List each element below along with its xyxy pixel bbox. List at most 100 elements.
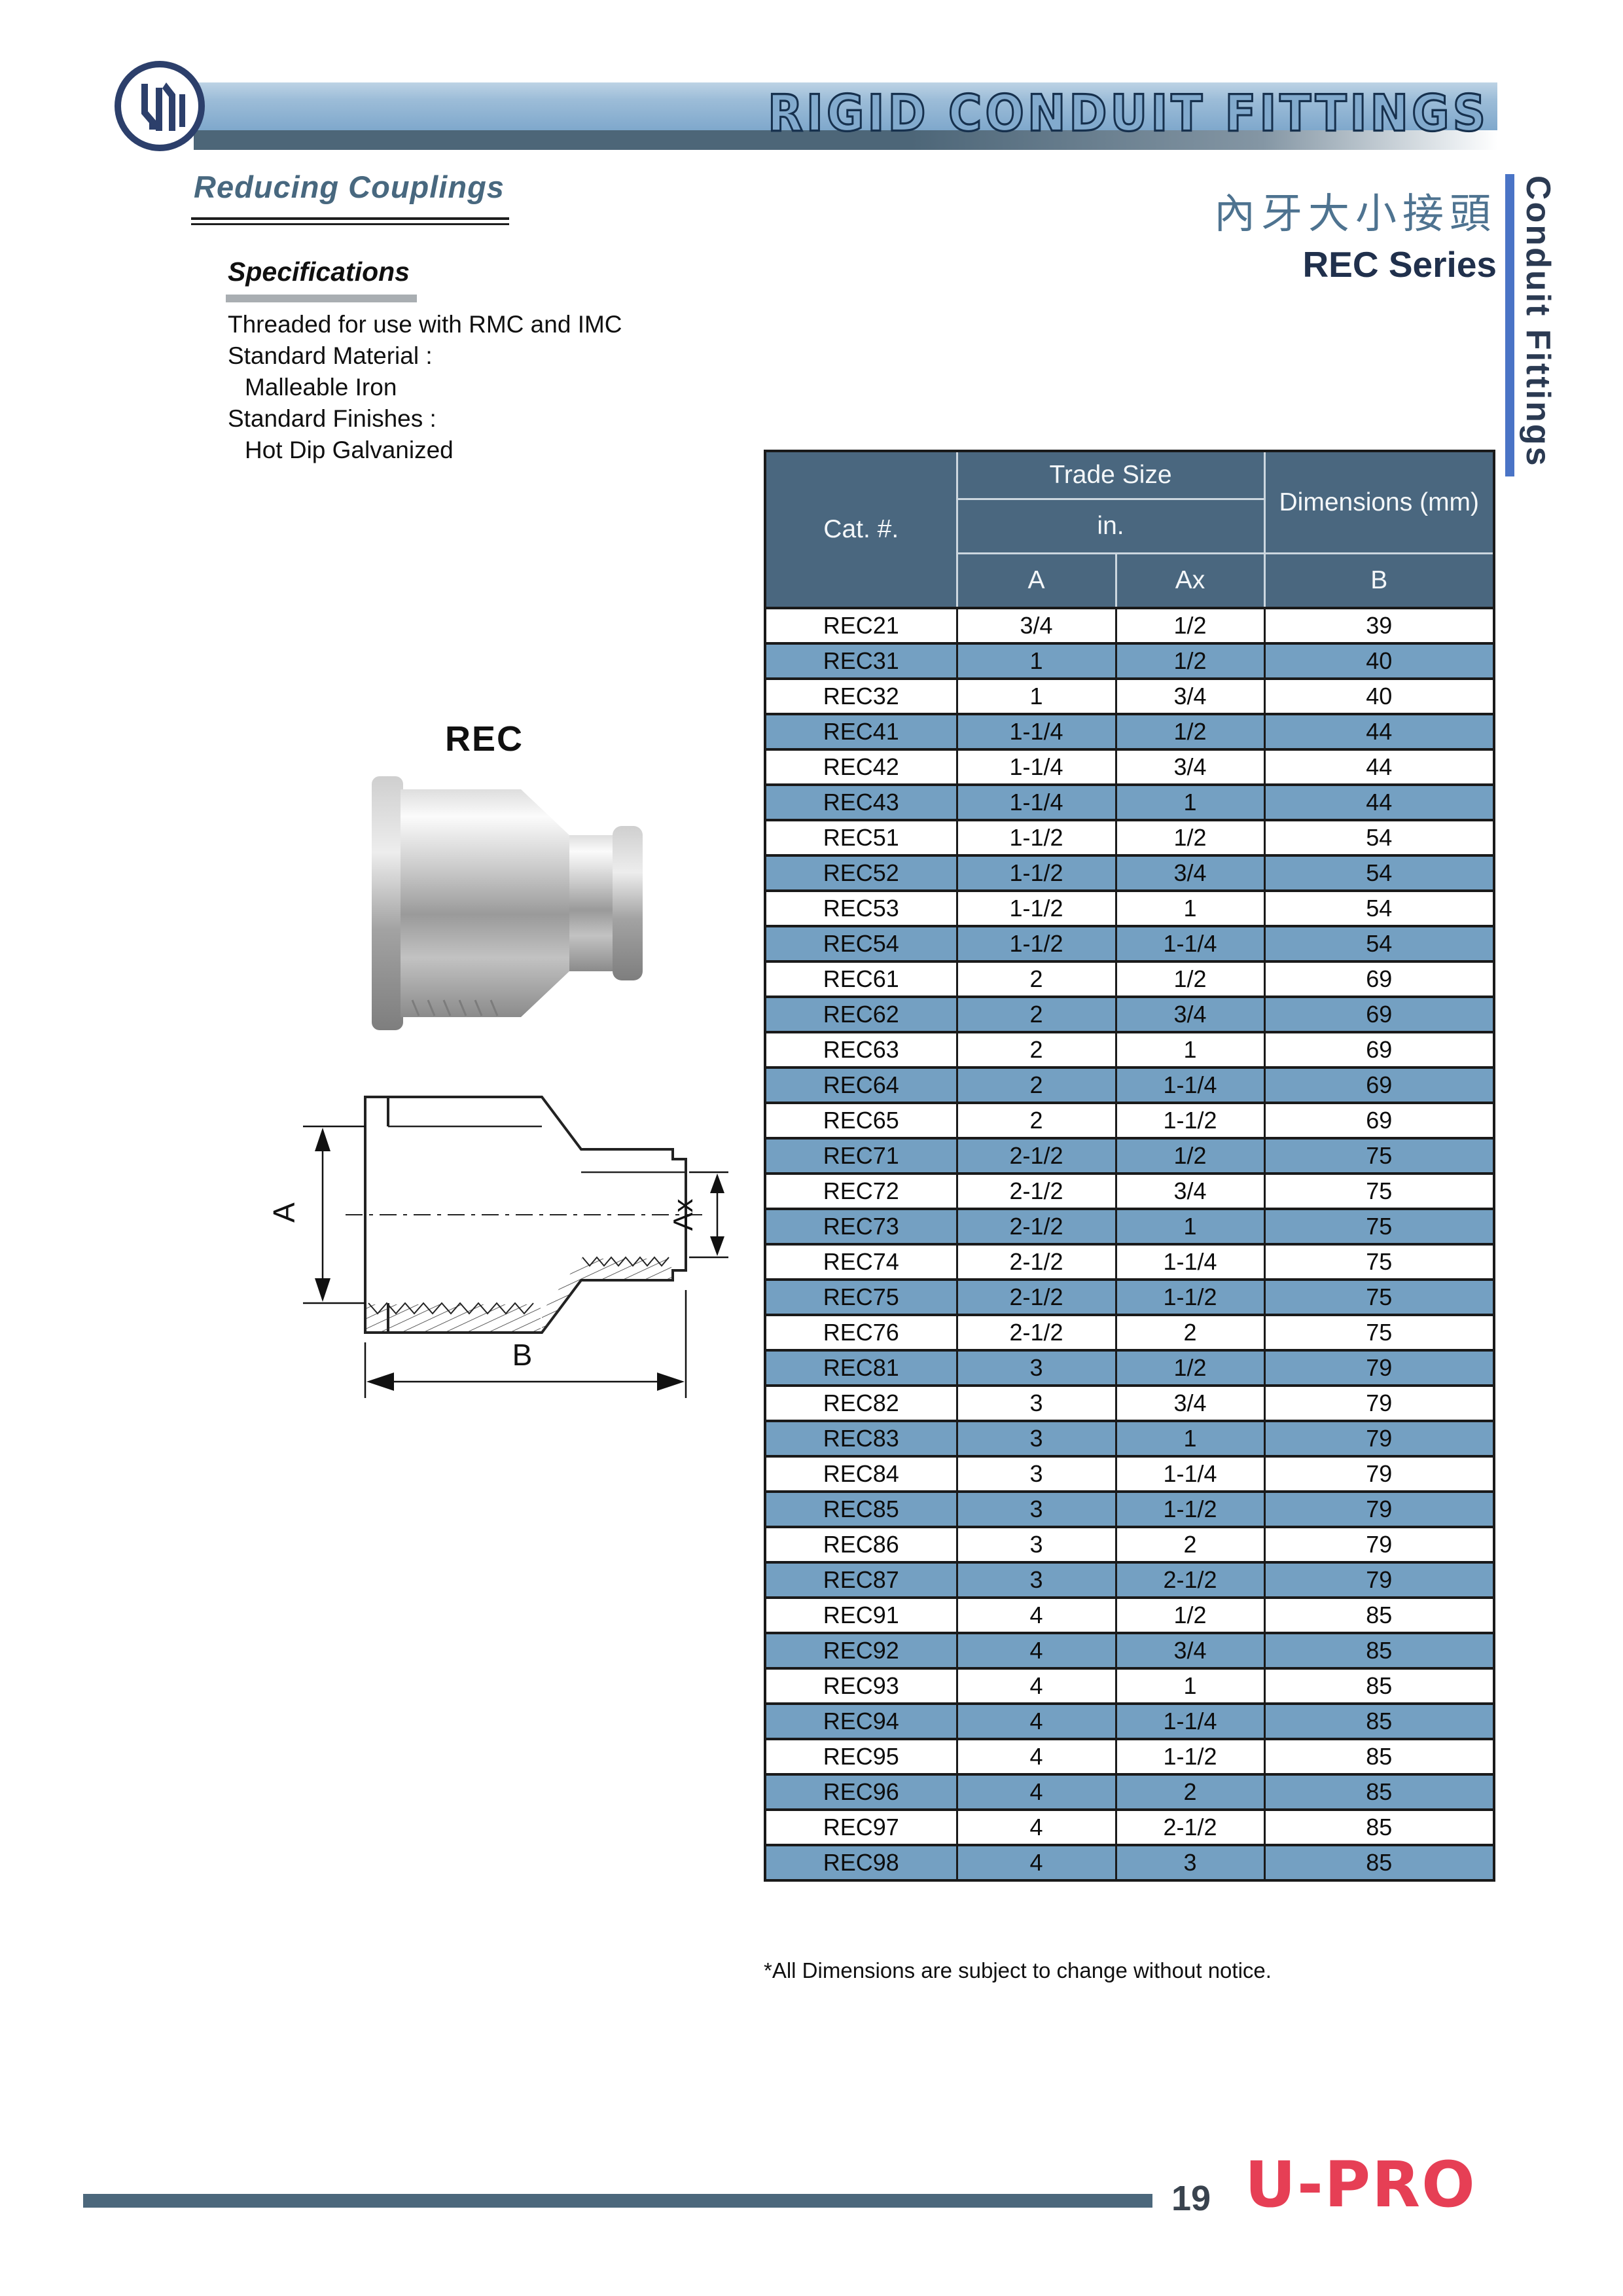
table-cell: 85 bbox=[1263, 1667, 1495, 1705]
table-cell: 1-1/2 bbox=[955, 925, 1117, 963]
table-row: REC86 3 2 79 bbox=[764, 1526, 1495, 1564]
table-cell: 69 bbox=[1263, 1066, 1495, 1104]
table-cell: REC32 bbox=[764, 677, 958, 715]
table-cell: 3/4 bbox=[1115, 996, 1266, 1033]
table-cell: 75 bbox=[1263, 1172, 1495, 1210]
table-row: REC85 3 1-1/2 79 bbox=[764, 1490, 1495, 1528]
table-row: REC64 2 1-1/4 69 bbox=[764, 1066, 1495, 1104]
col-header-unit: in. bbox=[955, 498, 1266, 554]
table-cell: 75 bbox=[1263, 1243, 1495, 1281]
table-cell: 1 bbox=[1115, 1031, 1266, 1069]
table-cell: 2 bbox=[955, 996, 1117, 1033]
table-cell: 2-1/2 bbox=[955, 1172, 1117, 1210]
product-image bbox=[372, 776, 643, 1030]
table-cell: 1-1/2 bbox=[1115, 1102, 1266, 1139]
table-row: REC65 2 1-1/2 69 bbox=[764, 1102, 1495, 1139]
table-cell: 85 bbox=[1263, 1596, 1495, 1634]
table-row: REC53 1-1/2 1 54 bbox=[764, 889, 1495, 927]
table-cell: REC91 bbox=[764, 1596, 958, 1634]
specifications-underline bbox=[226, 295, 417, 302]
table-cell: 1/2 bbox=[1115, 1349, 1266, 1387]
table-row: REC21 3/4 1/2 39 bbox=[764, 607, 1495, 645]
table-cell: 1/2 bbox=[1115, 819, 1266, 857]
table-cell: 79 bbox=[1263, 1384, 1495, 1422]
table-cell: REC83 bbox=[764, 1420, 958, 1458]
table-cell: REC41 bbox=[764, 713, 958, 751]
table-cell: REC81 bbox=[764, 1349, 958, 1387]
col-header-a: A bbox=[955, 552, 1117, 609]
table-cell: 3/4 bbox=[1115, 1172, 1266, 1210]
table-row: REC61 2 1/2 69 bbox=[764, 960, 1495, 998]
table-cell: 1-1/4 bbox=[955, 713, 1117, 751]
table-row: REC94 4 1-1/4 85 bbox=[764, 1702, 1495, 1740]
table-cell: 1 bbox=[1115, 1420, 1266, 1458]
table-cell: REC85 bbox=[764, 1490, 958, 1528]
logo-glyph-right bbox=[162, 82, 175, 131]
spec-table: Cat. #. Trade Size Dimensions (mm) in. A… bbox=[764, 450, 1496, 1882]
table-cell: 1/2 bbox=[1115, 960, 1266, 998]
table-cell: 85 bbox=[1263, 1702, 1495, 1740]
table-cell: 3 bbox=[955, 1455, 1117, 1493]
table-cell: REC61 bbox=[764, 960, 958, 998]
title-underline bbox=[191, 217, 509, 220]
table-cell: 1-1/4 bbox=[1115, 1702, 1266, 1740]
table-cell: 54 bbox=[1263, 889, 1495, 927]
table-cell: 85 bbox=[1263, 1738, 1495, 1776]
table-cell: 3/4 bbox=[1115, 1632, 1266, 1670]
table-row: REC95 4 1-1/2 85 bbox=[764, 1738, 1495, 1776]
table-row: REC31 1 1/2 40 bbox=[764, 642, 1495, 680]
table-cell: 1-1/4 bbox=[955, 748, 1117, 786]
table-cell: 1/2 bbox=[1115, 607, 1266, 645]
table-row: REC96 4 2 85 bbox=[764, 1773, 1495, 1811]
brand-wordmark: U-PRO bbox=[1245, 2148, 1476, 2221]
table-cell: 4 bbox=[955, 1773, 1117, 1811]
table-cell: 4 bbox=[955, 1702, 1117, 1740]
table-cell: REC52 bbox=[764, 854, 958, 892]
table-row: REC72 2-1/2 3/4 75 bbox=[764, 1172, 1495, 1210]
table-cell: 69 bbox=[1263, 996, 1495, 1033]
table-row: REC71 2-1/2 1/2 75 bbox=[764, 1137, 1495, 1175]
table-cell: 85 bbox=[1263, 1808, 1495, 1846]
banner-strip bbox=[194, 130, 1497, 150]
table-cell: 1 bbox=[955, 642, 1117, 680]
table-cell: 75 bbox=[1263, 1137, 1495, 1175]
table-cell: 1-1/4 bbox=[1115, 1243, 1266, 1281]
table-row: REC98 4 3 85 bbox=[764, 1844, 1495, 1882]
table-cell: 44 bbox=[1263, 713, 1495, 751]
table-cell: 2-1/2 bbox=[955, 1314, 1117, 1352]
table-cell: 2-1/2 bbox=[955, 1278, 1117, 1316]
table-cell: 79 bbox=[1263, 1455, 1495, 1493]
table-cell: 4 bbox=[955, 1632, 1117, 1670]
table-row: REC75 2-1/2 1-1/2 75 bbox=[764, 1278, 1495, 1316]
table-row: REC63 2 1 69 bbox=[764, 1031, 1495, 1069]
table-cell: 1/2 bbox=[1115, 1596, 1266, 1634]
table-cell: 1-1/4 bbox=[1115, 1455, 1266, 1493]
dimension-diagram: A Ax B bbox=[267, 1096, 728, 1398]
table-row: REC91 4 1/2 85 bbox=[764, 1596, 1495, 1634]
table-cell: 54 bbox=[1263, 925, 1495, 963]
table-cell: 3/4 bbox=[1115, 677, 1266, 715]
table-row: REC76 2-1/2 2 75 bbox=[764, 1314, 1495, 1352]
logo-glyph-mid bbox=[156, 88, 162, 131]
table-cell: REC82 bbox=[764, 1384, 958, 1422]
table-cell: 3 bbox=[955, 1561, 1117, 1599]
table-row: REC82 3 3/4 79 bbox=[764, 1384, 1495, 1422]
table-cell: 3 bbox=[955, 1420, 1117, 1458]
table-cell: 54 bbox=[1263, 819, 1495, 857]
table-cell: REC31 bbox=[764, 642, 958, 680]
table-cell: 3 bbox=[1115, 1844, 1266, 1882]
table-cell: 2-1/2 bbox=[955, 1243, 1117, 1281]
table-row: REC43 1-1/4 1 44 bbox=[764, 783, 1495, 821]
table-cell: REC42 bbox=[764, 748, 958, 786]
table-cell: 1 bbox=[955, 677, 1117, 715]
page-number: 19 bbox=[1171, 2179, 1211, 2218]
table-cell: REC74 bbox=[764, 1243, 958, 1281]
table-cell: 1-1/4 bbox=[1115, 1066, 1266, 1104]
col-header-b: B bbox=[1263, 552, 1495, 609]
banner-title: RIGID CONDUIT FITTINGS bbox=[767, 82, 1489, 144]
table-cell: 79 bbox=[1263, 1420, 1495, 1458]
table-cell: 3/4 bbox=[1115, 748, 1266, 786]
table-cell: REC64 bbox=[764, 1066, 958, 1104]
table-cell: 44 bbox=[1263, 748, 1495, 786]
table-cell: 75 bbox=[1263, 1314, 1495, 1352]
